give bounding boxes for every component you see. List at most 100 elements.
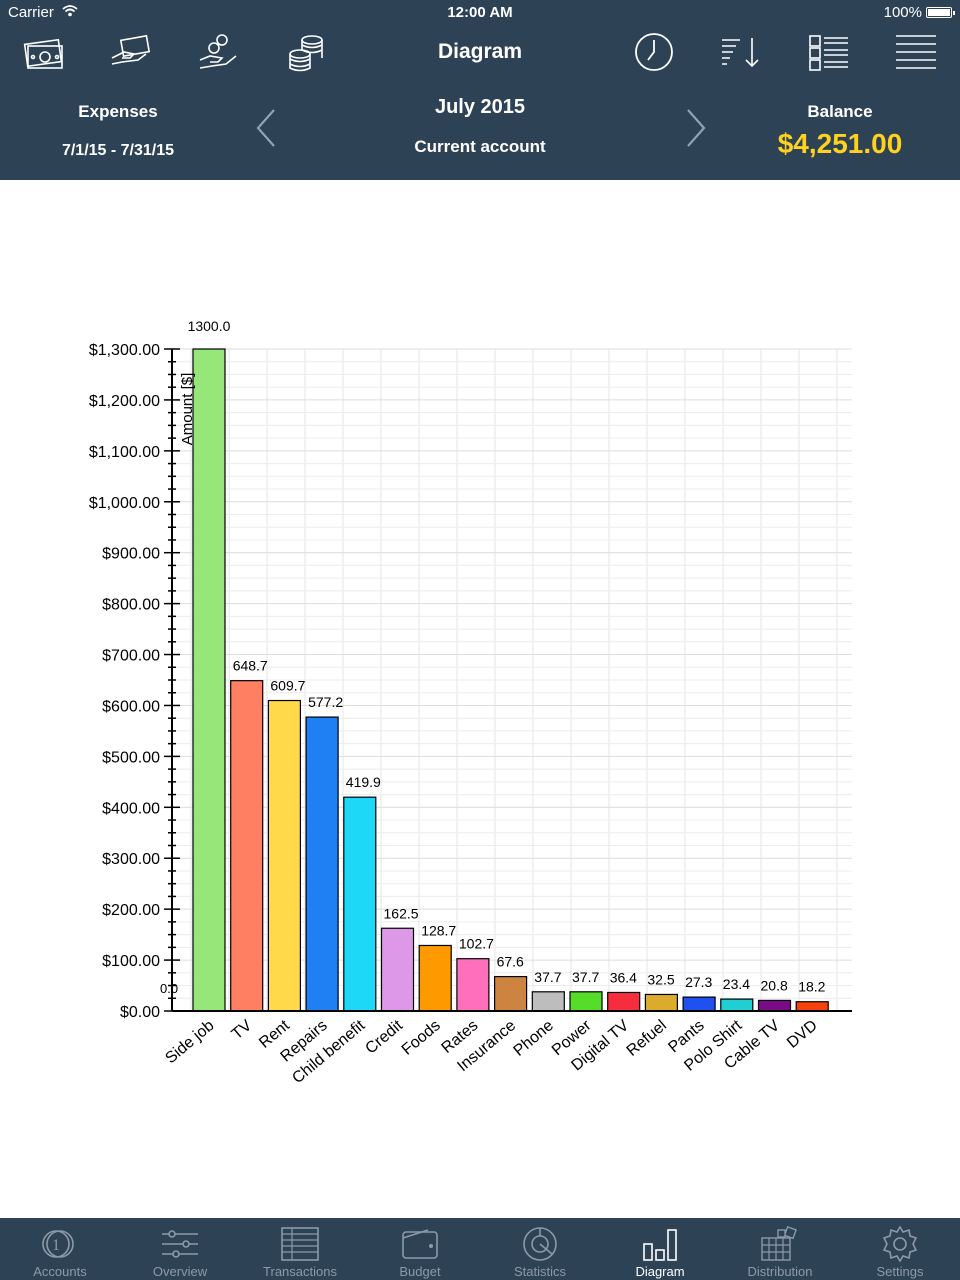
current-account[interactable]: Current account — [414, 137, 546, 156]
bar-chart-icon — [643, 1229, 677, 1261]
bar-value-label: 37.7 — [572, 969, 599, 985]
y-tick-label: $300.00 — [102, 851, 160, 868]
status-time: 12:00 AM — [447, 4, 513, 21]
bar-phone — [531, 991, 565, 1012]
table-icon — [281, 1227, 319, 1261]
y-tick-label: $1,100.00 — [89, 444, 160, 461]
distribution-icon — [761, 1225, 797, 1261]
next-period-arrow-icon[interactable] — [684, 108, 708, 148]
tab-label: Settings — [876, 1264, 924, 1279]
coin-stack-icon[interactable] — [284, 30, 328, 74]
app-header: Carrier 12:00 AM 100% Diagram Expenses 7… — [0, 0, 960, 180]
bar-rent — [267, 699, 301, 1012]
status-bar: Carrier 12:00 AM 100% — [0, 0, 960, 26]
wifi-icon — [62, 5, 78, 17]
y-tick-label: $500.00 — [102, 749, 160, 766]
zero-value-label: 0.0 — [160, 981, 178, 996]
tab-label: Statistics — [513, 1264, 566, 1279]
bar-rates — [456, 958, 490, 1012]
bar-value-label: 27.3 — [685, 974, 712, 990]
battery-indicator: 100% — [884, 4, 955, 21]
y-tick-label: $800.00 — [102, 597, 160, 614]
bar-credit — [380, 927, 415, 1012]
tab-bar: 1 Accounts Overview Transactions Budget Stati… — [0, 1218, 960, 1280]
tab-statistics[interactable]: Statistics — [480, 1218, 600, 1280]
tab-transactions[interactable]: Transactions — [240, 1218, 360, 1280]
y-tick-label: $600.00 — [102, 698, 160, 715]
y-tick-label: $1,200.00 — [89, 393, 160, 410]
bar-value-label: 67.6 — [497, 954, 524, 970]
y-tick-label: $100.00 — [102, 953, 160, 970]
page-title: Diagram — [437, 40, 523, 63]
gear-icon — [882, 1225, 918, 1263]
balance-value: $4,251.00 — [777, 128, 903, 159]
bar-power — [569, 991, 603, 1012]
bar-refuel — [644, 993, 679, 1012]
bar-value-label: 648.7 — [233, 658, 268, 674]
tab-accounts[interactable]: 1 Accounts — [0, 1218, 120, 1280]
accounts-coin-icon: 1 — [42, 1230, 74, 1258]
carrier-label: Carrier — [8, 4, 78, 21]
svg-text:1: 1 — [52, 1237, 60, 1254]
current-month: July 2015 — [434, 96, 526, 118]
expenses-bar-chart: $0.00 $100.00 $200.00 $300.00 $400.00 $500.00… — [89, 318, 852, 1087]
expenses-summary: Expenses 7/1/15 - 7/31/15 — [28, 102, 208, 160]
report-list-icon[interactable] — [806, 30, 850, 74]
tab-budget[interactable]: Budget — [360, 1218, 480, 1280]
previous-period-arrow-icon[interactable] — [254, 108, 278, 148]
y-axis-title: Amount [$] — [179, 373, 196, 446]
bar-value-label: 18.2 — [798, 979, 825, 995]
pie-chart-icon — [523, 1227, 557, 1261]
category-label: DVD — [784, 1017, 821, 1052]
bar-value-label: 162.5 — [384, 905, 419, 921]
bar-value-label: 32.5 — [647, 971, 674, 987]
category-label: Refuel — [624, 1017, 670, 1060]
balance-summary: Balance $4,251.00 — [740, 102, 940, 160]
bar-value-label: 609.7 — [270, 678, 305, 694]
clock-icon[interactable] — [632, 30, 676, 74]
category-label: Side job — [162, 1017, 217, 1067]
bar-pants — [682, 996, 716, 1012]
bar-dvd — [795, 1001, 829, 1012]
bar-child-benefit — [343, 796, 377, 1012]
tab-label: Diagram — [635, 1264, 685, 1279]
tab-label: Accounts — [33, 1264, 87, 1279]
bar-polo-shirt — [720, 998, 754, 1012]
bar-repairs — [305, 716, 339, 1012]
bar-digital-tv — [607, 991, 641, 1012]
bar-value-label: 1300.0 — [188, 318, 231, 334]
bar-value-label: 23.4 — [723, 976, 750, 992]
y-tick-label: $900.00 — [102, 546, 160, 563]
period-selector: July 2015 Current account — [330, 96, 630, 157]
bar-cable-tv — [757, 999, 792, 1012]
battery-icon — [926, 7, 955, 18]
tab-diagram[interactable]: Diagram — [600, 1218, 720, 1280]
hand-coins-icon[interactable] — [196, 30, 240, 74]
bar-value-label: 36.4 — [610, 969, 637, 985]
wallet-icon — [402, 1229, 438, 1259]
category-label: Phone — [511, 1017, 557, 1060]
y-tick-label: $700.00 — [102, 648, 160, 665]
y-tick-label: $400.00 — [102, 800, 160, 817]
tab-settings[interactable]: Settings — [840, 1218, 960, 1280]
bar-tv — [230, 680, 264, 1012]
tab-distribution[interactable]: Distribution — [720, 1218, 840, 1280]
tab-label: Distribution — [747, 1264, 813, 1279]
menu-icon[interactable] — [894, 30, 938, 74]
bar-value-label: 37.7 — [534, 969, 561, 985]
tab-overview[interactable]: Overview — [120, 1218, 240, 1280]
date-range: 7/1/15 - 7/31/15 — [61, 142, 175, 159]
bar-value-label: 577.2 — [308, 694, 343, 710]
cash-icon[interactable] — [22, 30, 66, 74]
tab-label: Budget — [399, 1264, 441, 1279]
expenses-label: Expenses — [78, 102, 158, 121]
y-tick-label: $1,000.00 — [89, 495, 160, 512]
category-label: Foods — [399, 1017, 444, 1059]
bar-value-label: 128.7 — [421, 922, 456, 938]
bar-value-label: 20.8 — [761, 977, 788, 993]
diagram-panel: $0.00 $100.00 $200.00 $300.00 $400.00 $500.00… — [0, 180, 960, 1218]
bar-value-label: 102.7 — [459, 936, 494, 952]
bar-side-job — [192, 348, 226, 1012]
sort-descending-icon[interactable] — [718, 30, 762, 74]
card-payment-icon[interactable] — [108, 30, 152, 74]
